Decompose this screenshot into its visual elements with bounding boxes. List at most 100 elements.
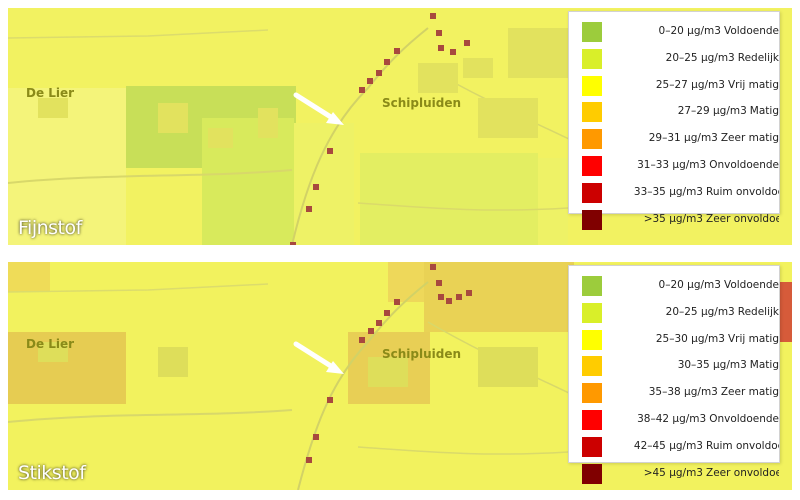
legend-item: 20–25 µg/m3 Redelijk [569, 48, 779, 70]
legend-swatch [582, 209, 602, 230]
legend-item: 20–25 µg/m3 Redelijk [569, 302, 779, 324]
measuring-point [436, 30, 442, 36]
measuring-point [376, 320, 382, 326]
panel-title: Fijnstof [18, 217, 82, 239]
legend-label: 27–29 µg/m3 Matig [677, 105, 779, 118]
legend-swatch [582, 463, 602, 484]
legend-swatch [582, 329, 602, 350]
legend-label: 0–20 µg/m3 Voldoende [658, 25, 779, 37]
measuring-point [394, 299, 400, 305]
measuring-point [384, 310, 390, 316]
arrow-icon [293, 92, 344, 125]
measuring-point [450, 49, 456, 55]
fijnstof-legend: 0–20 µg/m3 Voldoende 20–25 µg/m3 Redelijk 25… [568, 11, 780, 230]
legend-item: 25–27 µg/m3 Vrij matig [569, 75, 779, 97]
legend-item: 27–29 µg/m3 Matig [569, 101, 779, 123]
legend-swatch [582, 48, 602, 69]
legend-swatch [582, 383, 602, 404]
legend-item: 0–20 µg/m3 Voldoende [569, 21, 779, 43]
legend-swatch [582, 75, 602, 96]
legend-swatch [582, 276, 602, 296]
legend-swatch [582, 22, 602, 42]
measuring-point [306, 206, 312, 212]
legend-swatch [582, 155, 602, 176]
legend-item: 0–20 µg/m3 Voldoende [569, 275, 779, 297]
measuring-point [394, 48, 400, 54]
road [291, 27, 429, 245]
road [8, 29, 269, 39]
legend-item: 29–31 µg/m3 Zeer matig [569, 128, 779, 150]
measuring-point [327, 397, 333, 403]
legend-label: 31–33 µg/m3 Onvoldoende [637, 158, 779, 171]
road [357, 446, 569, 455]
measuring-point [436, 280, 442, 286]
place-label-de-lier: De Lier [26, 86, 75, 100]
legend-label: 35–38 µg/m3 Zeer matig [648, 386, 779, 399]
legend-swatch [582, 409, 602, 430]
measuring-point [359, 337, 365, 343]
measuring-point [430, 13, 436, 19]
pollution-tile [538, 158, 568, 245]
legend-item: 30–35 µg/m3 Matig [569, 355, 779, 377]
arrow-icon [293, 341, 344, 374]
measuring-point [464, 40, 470, 46]
road [357, 202, 569, 211]
measuring-point [367, 78, 373, 84]
measuring-point [456, 294, 462, 300]
built-area [38, 28, 568, 148]
place-label-de-lier: De Lier [26, 337, 75, 351]
legend-label: 38–42 µg/m3 Onvoldoende [637, 412, 779, 425]
stikstof-legend: 0–20 µg/m3 Voldoende 20–25 µg/m3 Redelijk 25… [568, 265, 780, 484]
place-label-schipluiden: Schipluiden [382, 96, 462, 110]
legend-swatch [582, 102, 602, 123]
measuring-point [313, 184, 319, 190]
measuring-point [384, 59, 390, 65]
legend-swatch [582, 129, 602, 150]
measuring-point [466, 290, 472, 296]
legend-label: 20–25 µg/m3 Redelijk [665, 51, 779, 64]
pollution-tile [294, 123, 354, 245]
pollution-tile [8, 262, 50, 292]
legend-label: 25–30 µg/m3 Vrij matig [655, 332, 779, 345]
legend-swatch [582, 182, 602, 203]
legend-item: 38–42 µg/m3 Onvoldoende [569, 409, 779, 431]
road [8, 283, 269, 293]
measuring-point [359, 87, 365, 93]
measuring-points [306, 264, 472, 463]
panel-title: Stikstof [18, 462, 86, 484]
built-area [38, 342, 538, 387]
legend-label: 30–35 µg/m3 Matig [677, 359, 779, 372]
measuring-point [327, 148, 333, 154]
legend-item: 25–30 µg/m3 Vrij matig [569, 329, 779, 351]
pollution-tile [424, 262, 574, 332]
road [8, 169, 293, 184]
legend-swatch [582, 436, 602, 457]
measuring-point [446, 298, 452, 304]
pollution-tile [360, 153, 538, 245]
measuring-point [430, 264, 436, 270]
measuring-point [438, 294, 444, 300]
place-label-schipluiden: Schipluiden [382, 347, 462, 361]
measuring-point [290, 242, 296, 245]
road [297, 281, 429, 490]
measuring-point [313, 434, 319, 440]
measuring-point [368, 328, 374, 334]
legend-label: 29–31 µg/m3 Zeer matig [648, 132, 779, 145]
legend-label: 0–20 µg/m3 Voldoende [658, 279, 779, 291]
legend-swatch [582, 302, 602, 323]
legend-label: 25–27 µg/m3 Vrij matig [655, 78, 779, 91]
measuring-point [376, 70, 382, 76]
measuring-point [438, 45, 444, 51]
measuring-points [290, 13, 470, 245]
legend-item: 31–33 µg/m3 Onvoldoende [569, 155, 779, 177]
legend-label: 20–25 µg/m3 Redelijk [665, 305, 779, 318]
